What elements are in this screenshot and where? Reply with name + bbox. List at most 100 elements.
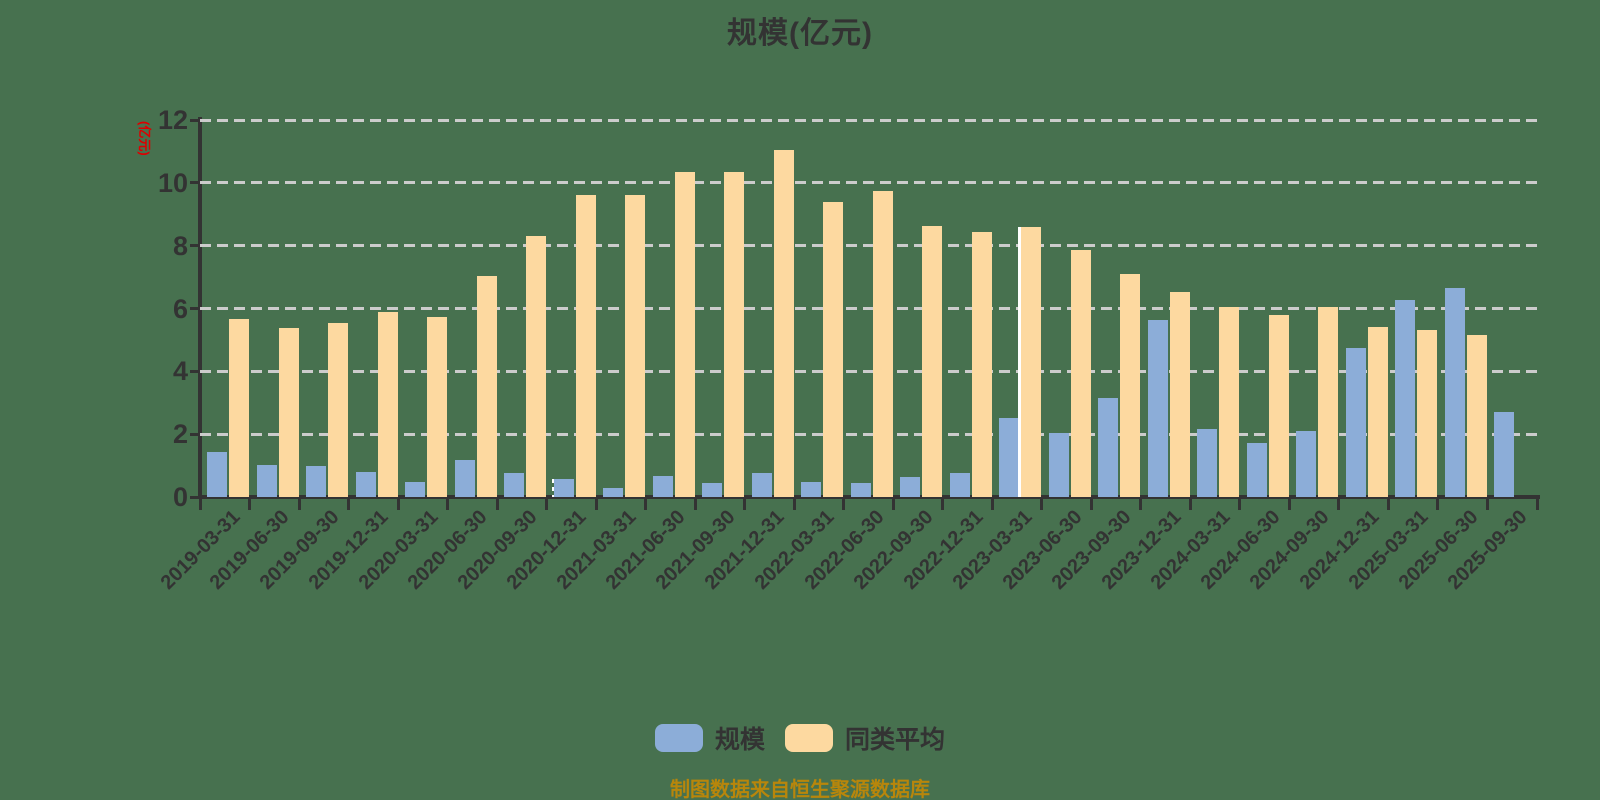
y-axis-label-4: 4 [172, 356, 188, 387]
bar-规模-2020-03-31[interactable] [405, 481, 426, 497]
footer-note: 制图数据来自恒生聚源数据库 [670, 779, 930, 800]
bar-同类平均-2019-06-30[interactable] [278, 328, 299, 497]
bar-同类平均-2024-03-31[interactable] [1219, 306, 1240, 497]
bar-同类平均-2021-03-31[interactable] [625, 194, 646, 497]
x-axis-tick-9 [644, 497, 648, 510]
bar-同类平均-2021-06-30[interactable] [674, 172, 695, 497]
bar-同类平均-2023-03-31[interactable] [1021, 226, 1042, 497]
legend-item-average[interactable]: 同类平均 [785, 720, 945, 756]
bar-同类平均-2023-09-30[interactable] [1120, 273, 1141, 497]
bar-规模-2021-03-31[interactable] [603, 487, 624, 497]
bar-规模-2023-06-30[interactable] [1048, 433, 1069, 497]
x-axis-tick-14 [891, 497, 895, 510]
x-axis-tick-10 [693, 497, 697, 510]
bar-同类平均-2023-12-31[interactable] [1169, 292, 1190, 497]
y-axis-tick-0 [190, 495, 200, 499]
bar-规模-2025-09-30[interactable] [1494, 412, 1515, 497]
x-axis-tick-18 [1089, 497, 1093, 510]
gridline-6 [200, 307, 1537, 310]
bar-同类平均-2022-12-31[interactable] [971, 232, 992, 497]
bar-同类平均-2021-12-31[interactable] [773, 149, 794, 497]
x-axis-tick-12 [792, 497, 796, 510]
bar-同类平均-2022-03-31[interactable] [823, 201, 844, 497]
bar-规模-2021-12-31[interactable] [751, 473, 772, 497]
x-axis-tick-5 [446, 497, 450, 510]
x-axis-tick-1 [248, 497, 252, 510]
bar-同类平均-2024-12-31[interactable] [1367, 327, 1388, 497]
bar-同类平均-2025-03-31[interactable] [1417, 330, 1438, 497]
bar-规模-2024-09-30[interactable] [1296, 431, 1317, 497]
x-axis-tick-24 [1386, 497, 1390, 510]
y-axis-tick-10 [190, 181, 200, 185]
x-axis-tick-27 [1535, 497, 1539, 510]
bar-规模-2020-12-31[interactable] [553, 479, 574, 497]
legend-swatch-scale-icon [654, 724, 703, 752]
bar-同类平均-2019-12-31[interactable] [377, 311, 398, 497]
bar-规模-2023-03-31[interactable] [999, 418, 1020, 497]
bar-规模-2023-09-30[interactable] [1098, 398, 1119, 497]
y-axis-label-0: 0 [172, 482, 188, 512]
legend-swatch-average-icon [785, 724, 833, 752]
bar-规模-2022-06-30[interactable] [850, 483, 871, 497]
bar-规模-2022-12-31[interactable] [949, 472, 970, 497]
bar-规模-2025-06-30[interactable] [1444, 287, 1465, 497]
bar-规模-2020-09-30[interactable] [504, 473, 525, 497]
y-axis-label-2: 2 [172, 419, 188, 450]
gridline-4 [200, 369, 1537, 373]
bar-规模-2019-06-30[interactable] [256, 464, 277, 497]
legend-label-scale: 规模 [714, 726, 765, 754]
bar-同类平均-2020-12-31[interactable] [575, 194, 596, 497]
y-axis-tick-8 [190, 244, 200, 248]
x-axis-tick-19 [1139, 497, 1143, 510]
bar-同类平均-2020-03-31[interactable] [427, 316, 448, 497]
bar-同类平均-2023-06-30[interactable] [1070, 250, 1091, 497]
bar-同类平均-2021-09-30[interactable] [724, 171, 745, 497]
bar-同类平均-2025-06-30[interactable] [1466, 335, 1487, 497]
bar-规模-2021-09-30[interactable] [702, 483, 723, 497]
bar-规模-2019-03-31[interactable] [207, 452, 227, 497]
x-axis-tick-7 [545, 497, 549, 510]
x-axis-tick-25 [1436, 497, 1440, 510]
y-axis-label-8: 8 [172, 230, 188, 261]
x-axis-tick-26 [1485, 497, 1489, 510]
bar-规模-2020-06-30[interactable] [454, 460, 475, 497]
bar-同类平均-2020-06-30[interactable] [476, 276, 497, 497]
bar-规模-2019-09-30[interactable] [306, 465, 327, 497]
bar-规模-2024-12-31[interactable] [1345, 348, 1366, 497]
bar-同类平均-2024-06-30[interactable] [1268, 315, 1289, 497]
bar-规模-2025-03-31[interactable] [1395, 299, 1416, 497]
x-axis-tick-15 [941, 497, 945, 510]
x-axis-tick-8 [594, 497, 598, 510]
x-axis-tick-13 [842, 497, 846, 510]
gridline-8 [200, 244, 1537, 248]
bar-规模-2022-03-31[interactable] [801, 481, 822, 497]
bar-同类平均-2020-09-30[interactable] [526, 236, 547, 497]
x-axis-tick-20 [1188, 497, 1192, 510]
x-axis-tick-0 [198, 497, 202, 510]
bar-规模-2019-12-31[interactable] [355, 471, 376, 497]
bar-规模-2023-12-31[interactable] [1147, 320, 1168, 497]
bar-同类平均-2019-03-31[interactable] [229, 319, 249, 497]
y-axis-label-6: 6 [172, 293, 188, 324]
x-axis-line [198, 495, 1540, 499]
bar-同类平均-2022-09-30[interactable] [922, 225, 943, 497]
y-axis-label-12: 12 [157, 105, 188, 135]
x-axis-tick-2 [297, 497, 301, 510]
bar-规模-2022-09-30[interactable] [900, 476, 921, 497]
x-axis-tick-4 [396, 497, 400, 510]
bar-同类平均-2019-09-30[interactable] [328, 322, 349, 497]
bar-同类平均-2022-06-30[interactable] [872, 191, 893, 497]
y-axis-tick-2 [190, 432, 200, 436]
y-axis-tick-6 [190, 307, 200, 310]
bar-规模-2024-03-31[interactable] [1197, 428, 1218, 497]
y-axis-tick-12 [190, 118, 200, 122]
gridline-2 [200, 432, 1537, 436]
legend-item-scale[interactable]: 规模 [654, 720, 765, 756]
x-axis-tick-23 [1337, 497, 1341, 510]
x-axis-tick-22 [1287, 497, 1291, 510]
bar-规模-2021-06-30[interactable] [652, 475, 673, 497]
bar-规模-2024-06-30[interactable] [1246, 442, 1267, 497]
bar-同类平均-2024-09-30[interactable] [1318, 306, 1339, 497]
legend: 规模 同类平均 [0, 720, 1600, 756]
